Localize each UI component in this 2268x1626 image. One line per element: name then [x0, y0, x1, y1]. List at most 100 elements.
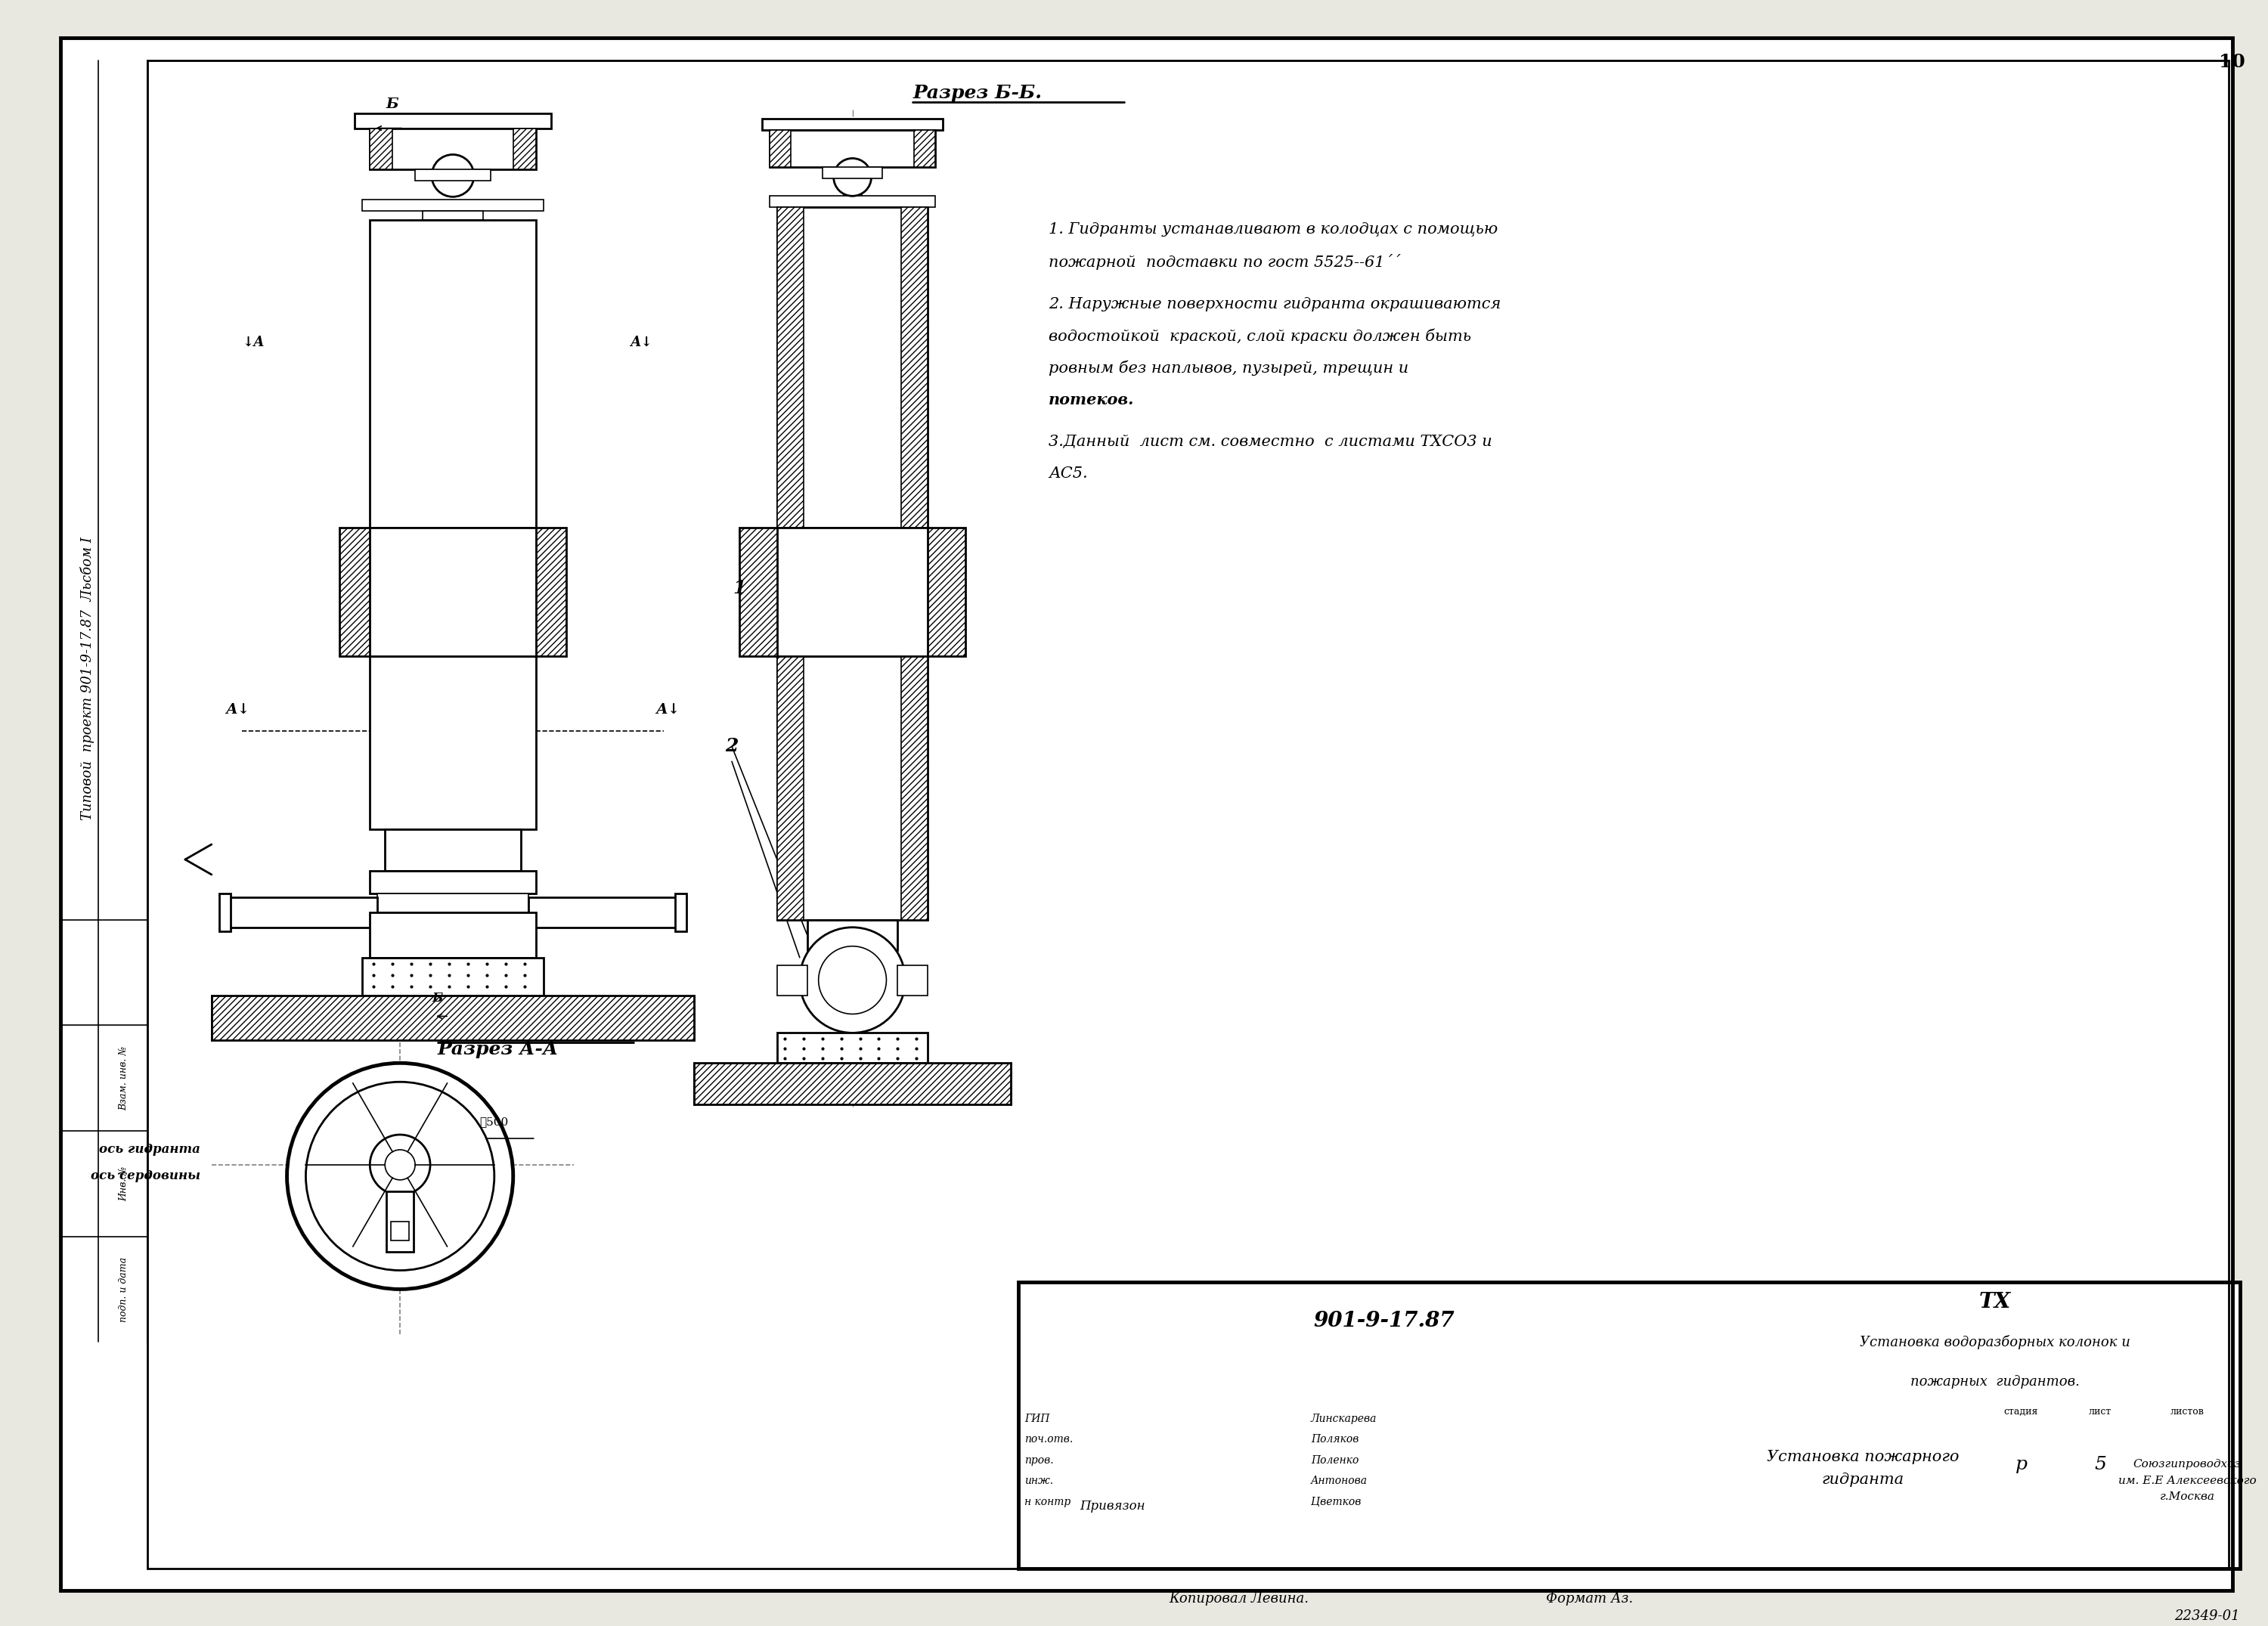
Text: ГИП: ГИП [1025, 1413, 1050, 1424]
Bar [370, 128, 392, 169]
Text: Привязон: Привязон [1080, 1499, 1145, 1512]
Bar [769, 130, 792, 167]
Text: Разрез А-А: Разрез А-А [438, 1041, 558, 1059]
Circle shape [835, 158, 871, 197]
Text: Союзгипроводхоз: Союзгипроводхоз [2134, 1459, 2241, 1470]
Bar [778, 1033, 928, 1063]
Text: Линскарева: Линскарева [1311, 1413, 1377, 1424]
Bar [340, 528, 567, 655]
Text: пожарных  гидрантов.: пожарных гидрантов. [1910, 1374, 2080, 1389]
Text: Установка пожарного: Установка пожарного [1767, 1450, 1960, 1463]
Text: лист: лист [2089, 1406, 2112, 1416]
Bar [354, 114, 551, 128]
Bar [386, 1192, 413, 1252]
Text: 901-9-17.87: 901-9-17.87 [1313, 1311, 1454, 1332]
Bar [363, 200, 544, 211]
Bar [227, 898, 376, 927]
Circle shape [370, 1135, 431, 1195]
Text: ось гидранта: ось гидранта [100, 1143, 200, 1156]
Text: 22349-01: 22349-01 [2175, 1610, 2241, 1623]
Text: г.Москва: г.Москва [2159, 1491, 2214, 1502]
Bar [370, 872, 535, 893]
Text: ось сердовины: ось сердовины [91, 1169, 200, 1182]
Text: АС5.: АС5. [1048, 467, 1089, 481]
Text: 10: 10 [2218, 52, 2245, 72]
Text: 3.Данный  лист см. совместно  с листами ТХСО3 и: 3.Данный лист см. совместно с листами ТХ… [1048, 436, 1492, 449]
Bar [778, 208, 803, 528]
Bar [370, 912, 535, 958]
Text: 2: 2 [726, 737, 739, 756]
Bar [528, 898, 678, 927]
Bar [778, 966, 807, 995]
Bar [900, 655, 928, 920]
Text: Копировал Левина.: Копировал Левина. [1168, 1592, 1309, 1606]
Bar [914, 130, 934, 167]
Bar [900, 208, 928, 528]
Text: листов: листов [2170, 1406, 2204, 1416]
Bar [376, 893, 528, 912]
Text: поч.отв.: поч.отв. [1025, 1434, 1073, 1444]
Circle shape [819, 946, 887, 1015]
Text: Антонова: Антонова [1311, 1475, 1368, 1486]
Text: ровным без наплывов, пузырей, трещин и: ровным без наплывов, пузырей, трещин и [1048, 361, 1408, 376]
Bar [807, 920, 898, 950]
Text: н контр: н контр [1025, 1496, 1070, 1507]
Text: гидранта: гидранта [1821, 1473, 1905, 1486]
Text: водостойкой  краской, слой краски должен быть: водостойкой краской, слой краски должен … [1048, 328, 1472, 345]
Text: 1. Гидранты устанавливают в колодцах с помощью: 1. Гидранты устанавливают в колодцах с п… [1048, 223, 1497, 237]
Bar [778, 655, 803, 920]
Bar [211, 995, 694, 1041]
Text: Б: Б [433, 992, 442, 1005]
Bar [363, 958, 544, 995]
Text: Разрез Б-Б.: Разрез Б-Б. [912, 83, 1041, 102]
Text: 1: 1 [733, 579, 746, 597]
Bar [762, 119, 943, 130]
Text: пожарной  подставки по гост 5525--61´´: пожарной подставки по гост 5525--61´´ [1048, 254, 1399, 270]
Bar [390, 1221, 408, 1241]
Circle shape [386, 1150, 415, 1180]
Bar [370, 128, 535, 169]
Bar [370, 655, 535, 829]
Text: инж.: инж. [1025, 1475, 1052, 1486]
Text: Поленко: Поленко [1311, 1455, 1359, 1465]
Text: Цветков: Цветков [1311, 1496, 1361, 1507]
Bar [778, 208, 928, 528]
Bar [739, 528, 966, 655]
Circle shape [801, 927, 905, 1033]
Text: Б: Б [386, 98, 399, 111]
Text: пров.: пров. [1025, 1455, 1055, 1465]
Text: А↓: А↓ [631, 335, 653, 350]
Text: ↓А: ↓А [243, 335, 265, 350]
Bar [513, 128, 535, 169]
Text: А↓: А↓ [655, 702, 680, 715]
Text: Установка водоразборных колонок и: Установка водоразборных колонок и [1860, 1335, 2130, 1350]
Bar [769, 197, 934, 208]
Bar [778, 655, 928, 920]
Bar [1018, 1281, 2241, 1567]
Bar [694, 1063, 1012, 1104]
Circle shape [288, 1063, 513, 1289]
Text: потеков.: потеков. [1048, 392, 1134, 406]
Bar [823, 167, 882, 179]
Bar [370, 528, 535, 655]
Circle shape [431, 154, 474, 197]
Text: Взам. инв. №: Взам. инв. № [118, 1046, 129, 1111]
Text: 2. Наружные поверхности гидранта окрашиваются: 2. Наружные поверхности гидранта окрашив… [1048, 298, 1501, 312]
Text: им. Е.Е Алексеевского: им. Е.Е Алексеевского [2118, 1475, 2257, 1486]
Text: 5: 5 [2093, 1455, 2107, 1473]
Bar [415, 169, 490, 180]
Bar [778, 528, 928, 655]
Text: р: р [2014, 1455, 2028, 1473]
Bar [676, 893, 687, 932]
Text: ∅500: ∅500 [481, 1117, 508, 1127]
Circle shape [306, 1081, 494, 1270]
Text: Типовой  проект 901-9-17.87  Льсбом I: Типовой проект 901-9-17.87 Льсбом I [79, 537, 95, 820]
Text: стадия: стадия [2005, 1406, 2039, 1416]
Bar [386, 829, 522, 872]
Text: Инв. №: Инв. № [118, 1166, 129, 1202]
Text: Формат Аз.: Формат Аз. [1547, 1592, 1633, 1606]
Text: А↓: А↓ [227, 702, 249, 715]
Text: подп. и дата: подп. и дата [118, 1257, 129, 1322]
Text: ТХ: ТХ [1980, 1293, 2012, 1312]
Bar [422, 211, 483, 220]
